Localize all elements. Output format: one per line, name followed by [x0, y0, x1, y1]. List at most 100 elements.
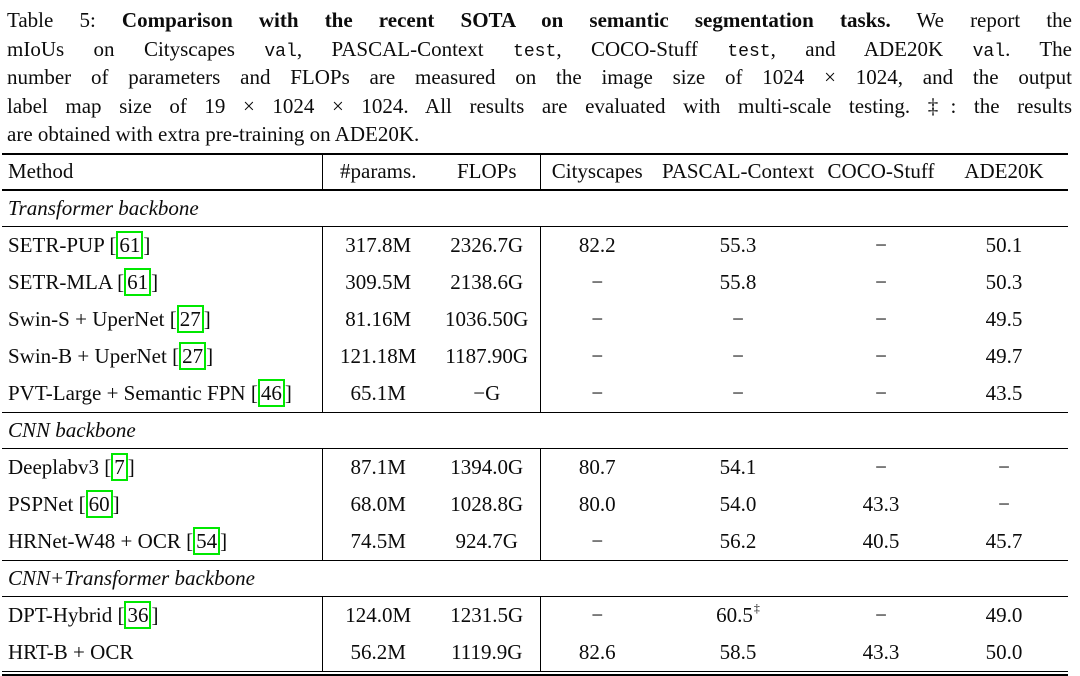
column-header-flops: FLOPs [434, 153, 541, 191]
caption-title-text: Comparison with the recent SOTA on seman… [121, 8, 891, 32]
cell-method: PSPNet [60] [2, 485, 323, 523]
cell-pascal: − [732, 306, 744, 331]
caption-line: number of parameters and FLOPs are measu… [7, 63, 1072, 92]
method-name: Swin-B + UperNet [8, 343, 167, 368]
column-header-coco: COCO-Stuff [822, 153, 940, 191]
cell-cityscapes: 80.0 [578, 491, 616, 516]
cell-flops: 1187.90G [434, 337, 541, 375]
results-table-wrapper: Method #params. FLOPs Cityscapes PASCAL-Cont… [2, 152, 1068, 676]
cell-method: SETR-MLA [61] [2, 263, 323, 301]
caption-text: . The [1005, 36, 1072, 61]
table-row: DPT-Hybrid [36] 124.0M 1231.5G − 60.5‡ − 49.0 [2, 596, 1068, 634]
cell-cityscapes: − [591, 306, 604, 331]
cell-flops: 1119.9G [434, 633, 541, 671]
cell-pascal: 54.1 [719, 454, 757, 479]
table-row: PVT-Large + Semantic FPN [46] 65.1M −G − − − 4… [2, 374, 1068, 412]
caption-line: are obtained with extra pre-training on … [7, 120, 1072, 149]
caption-text: mIoUs on Cityscapes [7, 36, 265, 61]
dagger-marker: ‡ [753, 600, 760, 615]
cell-params: 317.8M [345, 232, 412, 257]
method-name: SETR-MLA [8, 269, 112, 294]
citation-link[interactable]: 61 [124, 267, 152, 296]
cell-flops: −G [434, 374, 541, 412]
cell-params: 74.5M [350, 528, 406, 553]
citation-link[interactable]: 27 [179, 341, 207, 370]
cell-flops: 1036.50G [434, 300, 541, 338]
cell-params: 65.1M [350, 380, 406, 405]
cell-ade: − [998, 491, 1010, 516]
cell-coco: − [875, 306, 887, 331]
cell-method: Deeplabv3 [7] [2, 448, 323, 486]
cell-cityscapes: 80.7 [578, 454, 616, 479]
cell-ade: 50.0 [985, 639, 1023, 664]
cell-flops: 924.7G [434, 522, 541, 560]
cell-cityscapes: − [591, 269, 604, 294]
paper-page: Table 5: Comparison with the recent SOTA… [2, 8, 1072, 676]
table-row: PSPNet [60] 68.0M 1028.8G 80.0 54.0 43.3 − [2, 485, 1068, 523]
cell-cityscapes: − [591, 380, 604, 405]
caption-text: test [512, 41, 557, 62]
cell-pascal: 55.3 [719, 232, 757, 257]
cell-pascal: − [732, 343, 744, 368]
cell-flops: 1028.8G [434, 485, 541, 523]
cell-params: 68.0M [350, 491, 406, 516]
cell-params: 121.18M [340, 343, 417, 368]
method-name: PSPNet [8, 491, 74, 516]
cell-cityscapes: − [591, 602, 604, 627]
cell-pascal: 54.0 [719, 491, 757, 516]
cell-cityscapes: − [591, 343, 604, 368]
cell-ade: 49.7 [985, 343, 1023, 368]
cell-cityscapes: − [591, 528, 604, 553]
section-row: CNN+Transformer backbone [2, 559, 1068, 597]
cell-flops: 2138.6G [434, 263, 541, 301]
section-label: CNN+Transformer backbone [2, 559, 1068, 597]
citation-link[interactable]: 54 [193, 526, 221, 555]
section-row: CNN backbone [2, 411, 1068, 449]
section-row: Transformer backbone [2, 189, 1068, 227]
citation-link[interactable]: 46 [257, 378, 285, 407]
cell-method: PVT-Large + Semantic FPN [46] [2, 374, 323, 412]
cell-coco: 40.5 [862, 528, 900, 553]
cell-pascal: 56.2 [719, 528, 757, 553]
method-name: DPT-Hybrid [8, 602, 113, 627]
cell-coco: − [875, 454, 887, 479]
cell-params: 124.0M [345, 602, 412, 627]
cell-method: Swin-S + UperNet [27] [2, 300, 323, 338]
caption-line: label map size of 19 × 1024 × 1024. All … [7, 92, 1072, 121]
method-name: PVT-Large + Semantic FPN [8, 380, 246, 405]
cell-cityscapes: 82.2 [578, 232, 616, 257]
method-name: SETR-PUP [8, 232, 105, 257]
table-row: Swin-B + UperNet [27] 121.18M 1187.90G − − − 4… [2, 337, 1068, 375]
cell-pascal: 55.8 [719, 269, 757, 294]
caption-text: label map size of 19 × 1024 × 1024. All … [7, 93, 1072, 118]
cell-flops: 1394.0G [434, 448, 541, 486]
cell-ade: − [998, 454, 1010, 479]
cell-params: 87.1M [350, 454, 406, 479]
citation-link[interactable]: 27 [176, 304, 204, 333]
cell-coco: 43.3 [862, 491, 900, 516]
cell-flops: 2326.7G [434, 226, 541, 264]
caption-text: , PASCAL-Context [296, 36, 513, 61]
table-row: HRT-B + OCR 56.2M 1119.9G 82.6 58.5 43.3 50.0 [2, 633, 1068, 671]
citation-link[interactable]: 7 [111, 452, 128, 481]
citation-link[interactable]: 61 [116, 230, 144, 259]
citation-link[interactable]: 60 [85, 489, 113, 518]
column-header-cityscapes: Cityscapes [540, 153, 654, 191]
cell-coco: − [875, 269, 887, 294]
cell-ade: 43.5 [985, 380, 1023, 405]
column-header-pascal: PASCAL-Context [654, 153, 822, 191]
column-header-params: #params. [322, 153, 434, 191]
caption-text: , and ADE20K [770, 36, 973, 61]
citation-link[interactable]: 36 [124, 600, 152, 629]
caption-text: test [727, 41, 771, 62]
cell-method: DPT-Hybrid [36] [2, 596, 323, 634]
cell-coco: − [875, 232, 887, 257]
column-header-ade: ADE20K [940, 153, 1068, 191]
cell-params: 56.2M [350, 639, 406, 664]
cell-pascal: 58.5 [719, 639, 757, 664]
cell-coco: 43.3 [862, 639, 900, 664]
method-name: Deeplabv3 [8, 454, 99, 479]
table-row: SETR-MLA [61] 309.5M 2138.6G − 55.8 − 50.3 [2, 263, 1068, 301]
caption-text: We report the [890, 8, 1072, 32]
section-label: CNN backbone [2, 411, 1068, 449]
